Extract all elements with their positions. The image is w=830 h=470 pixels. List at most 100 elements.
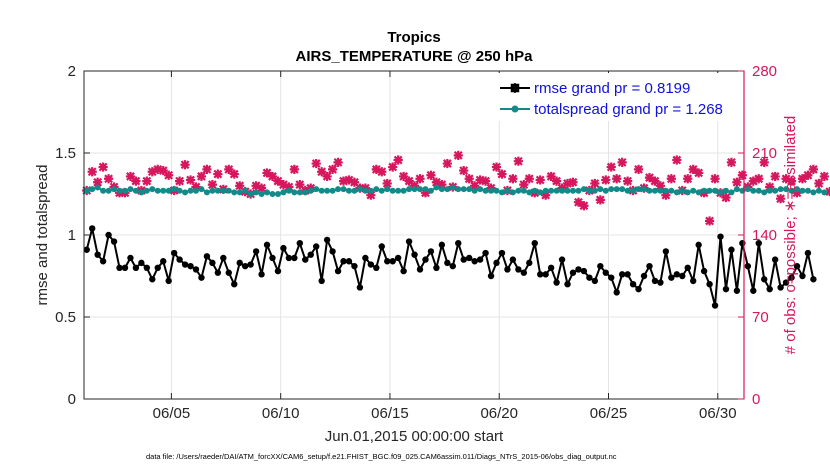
- spread-point: [750, 187, 757, 194]
- legend: rmse grand pr = 0.8199 totalspread grand…: [494, 73, 742, 121]
- obs-point: [617, 157, 627, 167]
- rmse-point: [788, 274, 795, 281]
- spread-point: [630, 187, 637, 194]
- obs-point: [765, 182, 775, 192]
- x-tick-label: 06/25: [590, 405, 628, 422]
- rmse-point: [755, 240, 762, 247]
- obs-point: [491, 162, 502, 172]
- rmse-point: [427, 248, 435, 255]
- rmse-point: [793, 262, 801, 270]
- spread-point: [815, 187, 822, 194]
- rmse-point: [313, 243, 320, 250]
- obs-point: [431, 177, 442, 187]
- obs-point: [213, 169, 223, 179]
- rmse-point: [504, 266, 511, 273]
- rmse-point: [252, 248, 260, 255]
- spread-point: [433, 184, 440, 191]
- obs-point: [273, 176, 283, 186]
- obs-point: [683, 174, 693, 184]
- rmse-point: [684, 264, 691, 271]
- spread-point: [701, 187, 708, 194]
- spread-point: [127, 186, 134, 193]
- rmse-point: [110, 238, 118, 245]
- rmse-point: [285, 254, 293, 262]
- spread-point: [657, 187, 664, 194]
- spread-point: [662, 187, 669, 194]
- spread-point: [728, 189, 735, 196]
- y-left-tick-label: 2: [68, 63, 76, 80]
- spread-point: [449, 184, 456, 191]
- spread-point: [258, 191, 265, 197]
- rmse-point: [154, 264, 161, 271]
- spread-point: [608, 186, 615, 193]
- spread-point: [537, 189, 544, 196]
- rmse-point: [689, 277, 697, 285]
- rmse-point: [192, 266, 200, 273]
- obs-point: [661, 190, 671, 200]
- x-tick-label: 06/10: [262, 405, 300, 422]
- rmse-point: [569, 269, 577, 276]
- obs-point: [759, 157, 769, 167]
- spread-point: [100, 187, 107, 194]
- rmse-point: [127, 254, 134, 262]
- spread-point: [324, 187, 331, 194]
- rmse-point: [700, 267, 708, 275]
- y-right-tick-label: 210: [752, 145, 777, 162]
- spread-point: [378, 187, 385, 194]
- spread-point: [351, 187, 358, 194]
- obs-point: [278, 180, 289, 190]
- spread-point: [274, 191, 281, 197]
- spread-point: [444, 186, 451, 193]
- series-rmse: [83, 225, 817, 309]
- obs-point: [327, 164, 338, 174]
- legend-spread-marker: [511, 105, 519, 113]
- obs-point: [666, 174, 676, 184]
- rmse-point: [411, 251, 418, 258]
- obs-point: [267, 171, 278, 182]
- y-axis-right-label: # of obs: o=possible; ∗=assimilated: [782, 116, 799, 355]
- legend-spread-label: totalspread grand pr = 1.268: [534, 101, 723, 118]
- rmse-point: [624, 271, 631, 278]
- rmse-point: [422, 256, 429, 263]
- spread-point: [427, 187, 434, 194]
- rmse-point: [668, 274, 675, 281]
- spread-point: [285, 187, 292, 194]
- spread-point: [225, 187, 232, 194]
- obs-point: [704, 216, 715, 226]
- rmse-point: [777, 284, 784, 291]
- rmse-point: [416, 266, 424, 273]
- spread-point: [509, 189, 516, 196]
- obs-point: [409, 181, 420, 191]
- obs-point: [180, 160, 190, 170]
- rmse-point: [553, 279, 560, 286]
- rmse-point: [203, 253, 211, 260]
- obs-point: [568, 177, 578, 187]
- spread-point: [477, 186, 484, 193]
- rmse-point: [220, 254, 227, 262]
- rmse-point: [526, 259, 533, 267]
- obs-point: [819, 171, 829, 182]
- spread-point: [613, 186, 620, 193]
- obs-point: [284, 182, 294, 192]
- spread-point: [520, 187, 527, 194]
- obs-point: [797, 174, 808, 184]
- spread-point: [575, 187, 582, 194]
- spread-point: [635, 186, 642, 193]
- rmse-point: [810, 276, 817, 283]
- ticks: 06/05 06/10 06/15 06/20 06/25 06/30 0 0.5 1 1.5 2 0…: [55, 63, 777, 422]
- spread-point: [302, 189, 309, 196]
- spread-point: [482, 187, 489, 194]
- rmse-point: [629, 281, 637, 288]
- spread-point: [367, 187, 374, 194]
- legend-box: [494, 73, 742, 121]
- series-totalspread: [83, 184, 828, 197]
- rmse-point: [608, 274, 615, 281]
- spread-point: [712, 187, 719, 194]
- rmse-point: [258, 271, 265, 278]
- rmse-point: [695, 241, 702, 249]
- spread-point: [411, 186, 418, 193]
- obs-point: [371, 164, 381, 174]
- obs-point: [562, 178, 573, 189]
- rmse-point: [302, 256, 309, 263]
- obs-point: [786, 176, 797, 186]
